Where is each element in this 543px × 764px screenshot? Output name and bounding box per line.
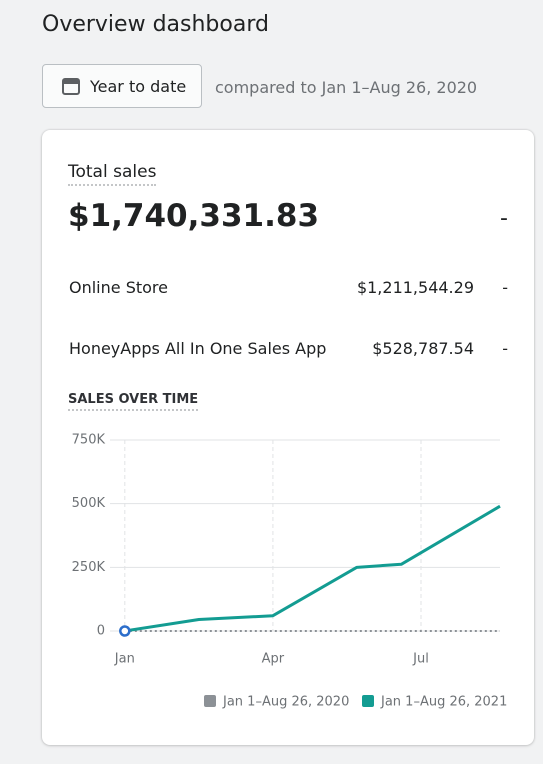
legend-label: Jan 1–Aug 26, 2020 [222, 695, 349, 710]
comparison-text: compared to Jan 1–Aug 26, 2020 [215, 78, 478, 97]
page-title: Overview dashboard [42, 12, 269, 37]
y-tick-label: 250K [72, 560, 106, 575]
row-label: HoneyApps All In One Sales App [69, 339, 327, 358]
calendar-icon [62, 78, 80, 95]
start-point [119, 625, 131, 637]
y-tick-label: 500K [72, 496, 106, 511]
x-tick-label: Jan [114, 652, 135, 667]
x-tick-label: Jul [412, 652, 429, 667]
legend-label: Jan 1–Aug 26, 2021 [380, 695, 507, 710]
total-change: - [500, 206, 508, 231]
date-button[interactable]: Year to date [42, 64, 202, 108]
total-sales: $1,740,331.83 [68, 198, 320, 234]
y-tick-label: 0 [97, 624, 105, 639]
chart: 0 250K 500K 750K Jan Apr Jul Jan 1–Aug 26, 2020… [72, 433, 508, 710]
y-tick-label: 750K [72, 433, 106, 448]
chart-title[interactable]: SALES OVER TIME [68, 392, 199, 411]
row-change: - [502, 278, 508, 297]
legend-swatch [204, 695, 216, 707]
legend-swatch [362, 695, 374, 707]
series-line [124, 504, 501, 633]
row-change: - [502, 339, 508, 358]
row-value: $528,787.54 [372, 339, 474, 358]
date-button-label: Year to date [90, 76, 187, 96]
x-tick-label: Apr [262, 652, 285, 667]
sales-card: Total sales $1,740,331.83 - Online Store… [42, 130, 534, 745]
row-value: $1,211,544.29 [356, 278, 474, 297]
row-label: Online Store [69, 278, 168, 297]
card-title[interactable]: Total sales [68, 162, 157, 186]
